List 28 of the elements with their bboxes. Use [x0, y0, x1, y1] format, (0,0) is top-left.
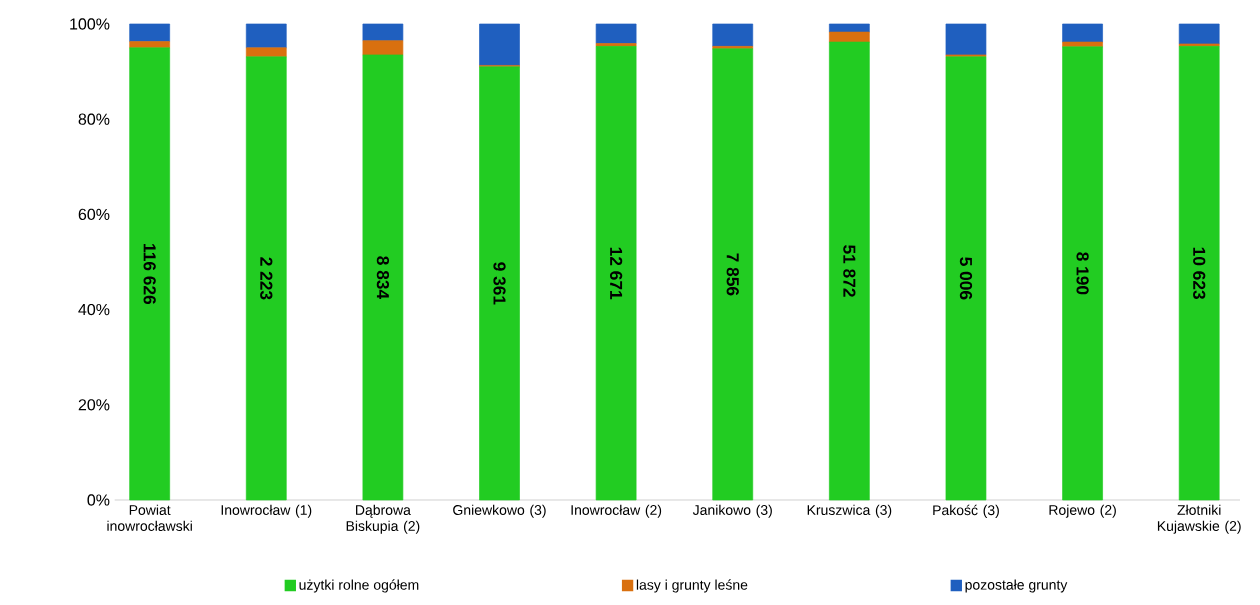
x-tick-label: Pakość (3) [933, 504, 999, 518]
legend-label: pozostałe grunty [965, 579, 1068, 593]
annotation: 8 190 [1076, 252, 1089, 295]
annotation: 7 856 [726, 253, 739, 296]
x-tick-label: Gniewkowo (3) [453, 504, 546, 518]
x-tick-label: Inowrocław (1) [221, 504, 312, 518]
annotation: 116 626 [143, 243, 156, 304]
y-tick-label: 80% [78, 113, 110, 125]
legend-label: lasy i grunty leśne [636, 579, 748, 593]
annotation: 5 006 [959, 257, 973, 300]
annotation: 12 671 [609, 247, 623, 300]
legend-label: użytki rolne ogółem [299, 579, 419, 593]
annotation: 51 872 [843, 244, 856, 297]
x-tick-label: Złotniki Kujawskie (2) [1157, 504, 1241, 534]
y-tick-label: 40% [78, 303, 110, 316]
y-tick-label: 0% [87, 494, 110, 506]
y-tick-label: 60% [78, 208, 110, 220]
y-tick-label: 20% [78, 398, 110, 411]
x-tick-label: Dąbrowa Biskupia (2) [346, 504, 420, 534]
x-tick-label: Rojewo (2) [1049, 504, 1116, 518]
x-tick-label: Janikowo (3) [692, 504, 772, 518]
annotation: 10 623 [1193, 247, 1206, 299]
annotation: 8 834 [376, 256, 390, 299]
annotation: 9 361 [493, 262, 506, 305]
x-tick-label: Inowrocław (2) [571, 504, 662, 518]
x-tick-label: Kruszwica (3) [807, 504, 892, 518]
annotation: 2 223 [260, 257, 273, 300]
y-tick-label: 100% [70, 18, 110, 30]
